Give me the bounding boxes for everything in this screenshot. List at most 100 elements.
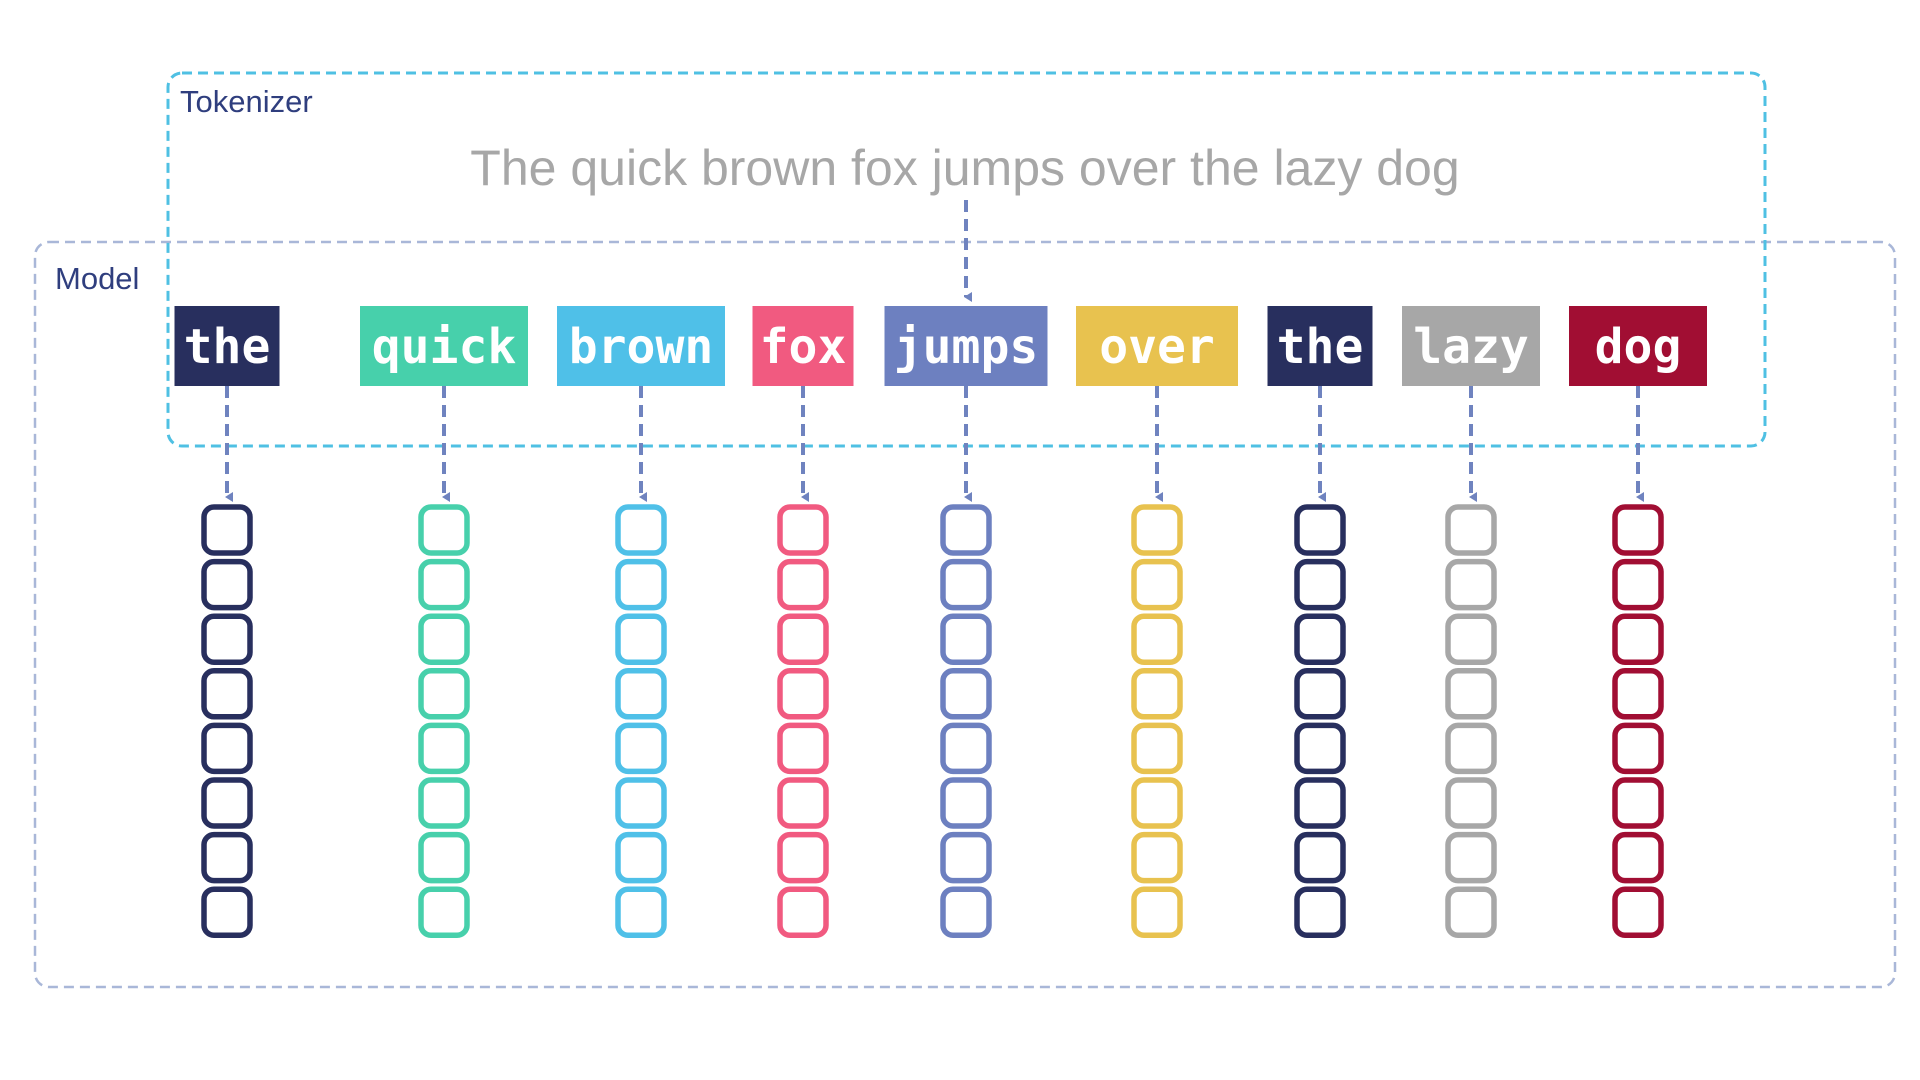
- token-dog-8: dog: [1569, 306, 1707, 386]
- embedding-vector-dog-8: [1612, 504, 1664, 938]
- embedding-cell: [777, 777, 829, 829]
- embedding-cell: [940, 504, 992, 556]
- embedding-cell: [940, 777, 992, 829]
- token-box: [884, 306, 1048, 386]
- embedding-cell: [418, 613, 470, 665]
- embedding-cell: [1294, 504, 1346, 556]
- embedding-cell: [1612, 886, 1664, 938]
- embedding-cell: [201, 831, 253, 884]
- embedding-cell: [940, 558, 992, 611]
- embedding-cell: [1294, 558, 1346, 611]
- embedding-vector-jumps-4: [940, 504, 992, 938]
- embedding-cell: [201, 777, 253, 829]
- embedding-cell: [201, 722, 253, 775]
- embedding-cell: [1131, 668, 1183, 720]
- token-jumps-4: jumps: [884, 306, 1048, 386]
- embedding-cell: [940, 613, 992, 665]
- embedding-cell: [777, 831, 829, 884]
- tokens-layer: the quick brown fox jumps over the lazy dog: [174, 306, 1707, 386]
- embedding-cell: [777, 668, 829, 720]
- embedding-vector-the-6: [1294, 504, 1346, 938]
- embedding-cell: [418, 504, 470, 556]
- embedding-cell: [201, 886, 253, 938]
- embedding-cell: [1294, 668, 1346, 720]
- embedding-cell: [615, 777, 667, 829]
- token-label: jumps: [894, 319, 1039, 375]
- embeddings-layer: [201, 386, 1664, 938]
- token-box: [1076, 306, 1238, 386]
- input-sentence: The quick brown fox jumps over the lazy …: [470, 140, 1459, 196]
- embedding-cell: [940, 886, 992, 938]
- embedding-cell: [615, 558, 667, 611]
- token-box: [557, 306, 725, 386]
- embedding-cell: [418, 558, 470, 611]
- embedding-cell: [418, 831, 470, 884]
- embedding-cell: [1445, 613, 1497, 665]
- embedding-cell: [615, 722, 667, 775]
- embedding-cell: [1612, 777, 1664, 829]
- embedding-cell: [1445, 777, 1497, 829]
- embedding-cell: [201, 558, 253, 611]
- token-quick-1: quick: [360, 306, 528, 386]
- embedding-cell: [615, 504, 667, 556]
- embedding-cell: [1131, 777, 1183, 829]
- token-label: the: [184, 319, 271, 375]
- token-box: [752, 306, 854, 386]
- embedding-cell: [1612, 504, 1664, 556]
- embedding-cell: [201, 668, 253, 720]
- embedding-cell: [1612, 558, 1664, 611]
- embedding-cell: [940, 831, 992, 884]
- token-label: dog: [1595, 319, 1682, 375]
- embedding-cell: [1294, 886, 1346, 938]
- embedding-vector-over-5: [1131, 504, 1183, 938]
- embedding-cell: [615, 886, 667, 938]
- embedding-cell: [1294, 613, 1346, 665]
- embedding-cell: [940, 722, 992, 775]
- embedding-cell: [615, 831, 667, 884]
- embedding-cell: [615, 613, 667, 665]
- embedding-cell: [1445, 504, 1497, 556]
- token-box: [360, 306, 528, 386]
- embedding-cell: [615, 668, 667, 720]
- embedding-vector-brown-2: [615, 504, 667, 938]
- embedding-cell: [418, 722, 470, 775]
- tokenizer-label: Tokenizer: [180, 84, 313, 119]
- token-label: lazy: [1413, 319, 1529, 375]
- embedding-cell: [1131, 613, 1183, 665]
- token-box: [1569, 306, 1707, 386]
- embedding-cell: [1294, 722, 1346, 775]
- token-the-6: the: [1267, 306, 1373, 386]
- embedding-cell: [1612, 831, 1664, 884]
- embedding-cell: [777, 613, 829, 665]
- embedding-cell: [418, 777, 470, 829]
- embedding-cell: [777, 886, 829, 938]
- token-box: [174, 306, 280, 386]
- token-lazy-7: lazy: [1402, 306, 1540, 386]
- embedding-cell: [777, 558, 829, 611]
- token-label: brown: [569, 319, 714, 375]
- token-label: the: [1277, 319, 1364, 375]
- embedding-vector-the-0: [201, 504, 253, 938]
- embedding-cell: [1612, 722, 1664, 775]
- embedding-cell: [1445, 668, 1497, 720]
- embedding-cell: [1131, 722, 1183, 775]
- embedding-cell: [1131, 558, 1183, 611]
- token-fox-3: fox: [752, 306, 854, 386]
- embedding-cell: [1445, 722, 1497, 775]
- token-label: over: [1099, 319, 1215, 375]
- embedding-cell: [1294, 777, 1346, 829]
- token-the-0: the: [174, 306, 280, 386]
- embedding-cell: [1612, 668, 1664, 720]
- token-over-5: over: [1076, 306, 1238, 386]
- embedding-cell: [777, 504, 829, 556]
- embedding-cell: [940, 668, 992, 720]
- embedding-cell: [418, 886, 470, 938]
- token-box: [1402, 306, 1540, 386]
- token-box: [1267, 306, 1373, 386]
- embedding-cell: [1131, 504, 1183, 556]
- embedding-cell: [418, 668, 470, 720]
- embedding-cell: [1131, 886, 1183, 938]
- embedding-cell: [1612, 613, 1664, 665]
- embedding-vector-quick-1: [418, 504, 470, 938]
